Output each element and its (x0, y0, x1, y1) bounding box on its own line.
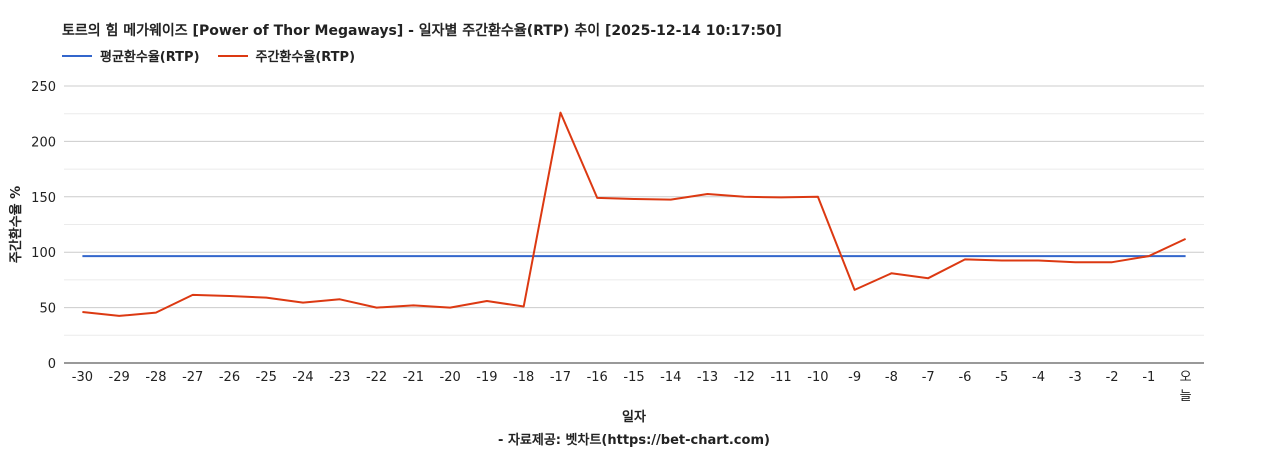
x-tick-label: -15 (623, 370, 644, 385)
legend-item-average[interactable]: 평균환수율(RTP) (62, 46, 200, 65)
legend-label-weekly: 주간환수율(RTP) (255, 50, 356, 65)
x-tick-label: -25 (256, 370, 277, 385)
x-tick-label: -4 (1032, 370, 1045, 385)
y-tick-label: 100 (31, 246, 56, 261)
legend: 평균환수율(RTP) 주간환수율(RTP) (62, 46, 355, 65)
x-tick-label: -20 (440, 370, 461, 385)
x-tick-label: -12 (734, 370, 755, 385)
x-tick-label: -9 (848, 370, 861, 385)
x-tick-label: -8 (885, 370, 898, 385)
x-tick-label: -23 (329, 370, 350, 385)
x-tick-label: -27 (182, 370, 203, 385)
x-tick-label: -16 (587, 370, 608, 385)
legend-swatch-weekly (217, 54, 248, 57)
legend-label-average: 평균환수율(RTP) (100, 50, 200, 65)
x-tick-label: -14 (660, 370, 681, 385)
x-axis-title: 일자 (622, 410, 646, 425)
x-tick-label: -13 (697, 370, 718, 385)
y-tick-label: 0 (48, 357, 56, 372)
chart-title: 토르의 힘 메가웨이즈 [Power of Thor Megaways] - 일… (62, 23, 782, 39)
x-tick-label: -5 (995, 370, 1008, 385)
legend-swatch-average (62, 54, 92, 57)
x-tick-label: -18 (513, 370, 534, 385)
x-tick-label: -6 (958, 370, 971, 385)
y-tick-label: 50 (39, 302, 56, 317)
x-tick-label: -24 (292, 370, 313, 385)
y-tick-label: 200 (31, 135, 56, 150)
x-tick-label: -26 (219, 370, 240, 385)
x-tick-label: -3 (1069, 370, 1082, 385)
legend-item-weekly[interactable]: 주간환수율(RTP) (217, 46, 356, 65)
x-tick-label: -28 (145, 370, 166, 385)
x-tick-label: -1 (1142, 370, 1155, 385)
x-tick-label: -29 (109, 370, 130, 385)
series-line-weekly[interactable] (82, 111, 1187, 317)
y-tick-label: 150 (31, 191, 56, 206)
x-tick-label: -7 (922, 370, 935, 385)
x-tick-label: -11 (770, 370, 791, 385)
x-tick-label: 오 (1180, 370, 1192, 385)
x-tick-label: -22 (366, 370, 387, 385)
x-tick-label: -10 (807, 370, 828, 385)
source-credit: - 자료제공: 벳차트(https://bet-chart.com) (498, 433, 770, 448)
x-tick-label: -19 (476, 370, 497, 385)
y-axis-title: 주간환수율 % (8, 186, 24, 263)
x-tick-label: -17 (550, 370, 571, 385)
x-tick-label: -30 (72, 370, 93, 385)
x-tick-label: 늘 (1180, 389, 1192, 404)
x-tick-label: -21 (403, 370, 424, 385)
y-tick-label: 250 (31, 80, 56, 95)
x-tick-label: -2 (1106, 370, 1119, 385)
